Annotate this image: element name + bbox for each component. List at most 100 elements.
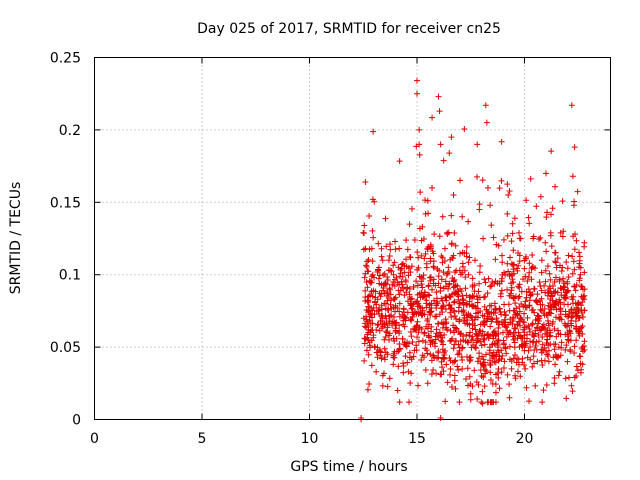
data-point <box>390 335 397 342</box>
data-point <box>523 294 530 301</box>
data-point <box>406 349 413 356</box>
data-point <box>444 326 451 333</box>
data-point <box>522 365 529 372</box>
data-point <box>383 329 390 336</box>
data-point <box>453 338 460 345</box>
data-point <box>562 294 569 301</box>
data-point <box>509 230 516 237</box>
data-point <box>389 281 396 288</box>
data-point <box>507 316 514 323</box>
data-point <box>479 328 486 335</box>
data-point <box>476 327 483 334</box>
data-point <box>407 379 414 386</box>
data-point <box>403 237 410 244</box>
data-point <box>474 296 481 303</box>
data-point <box>376 347 383 354</box>
y-tick-label: 0.2 <box>59 123 81 139</box>
data-point <box>414 77 420 84</box>
data-point <box>573 363 580 370</box>
data-point <box>552 274 559 281</box>
data-point <box>549 205 556 212</box>
data-point <box>380 285 387 292</box>
data-point <box>526 326 533 333</box>
data-point <box>386 330 393 337</box>
data-point <box>540 387 547 394</box>
data-point <box>495 374 502 381</box>
data-point <box>433 313 440 320</box>
data-point <box>422 339 429 346</box>
data-point <box>450 307 457 314</box>
data-point <box>549 297 556 304</box>
data-point <box>413 278 420 285</box>
data-point <box>484 290 491 297</box>
data-point <box>564 323 571 330</box>
data-point <box>527 338 534 345</box>
data-point <box>498 319 505 326</box>
data-point <box>372 294 379 301</box>
data-point <box>504 181 511 188</box>
data-point <box>477 321 484 328</box>
data-point <box>430 264 437 271</box>
data-point <box>547 341 554 348</box>
data-point <box>381 321 388 328</box>
data-point <box>481 303 488 310</box>
data-point <box>399 281 406 288</box>
data-point <box>452 242 459 249</box>
data-point <box>425 291 432 298</box>
data-point <box>510 279 517 286</box>
data-point <box>418 278 425 285</box>
data-point <box>498 369 505 376</box>
data-point <box>521 344 528 351</box>
data-point <box>490 234 497 241</box>
data-point <box>486 302 493 309</box>
data-point <box>396 399 403 406</box>
data-point <box>478 373 485 380</box>
x-axis-label: GPS time / hours <box>290 459 407 475</box>
data-point <box>466 373 473 380</box>
data-point <box>396 328 403 335</box>
data-point <box>490 335 497 342</box>
data-point <box>451 298 458 305</box>
data-point <box>494 337 501 344</box>
data-point <box>460 296 467 303</box>
data-point <box>403 256 410 263</box>
data-point <box>497 293 504 300</box>
data-point <box>512 300 519 307</box>
data-point <box>442 306 449 313</box>
data-point <box>558 267 565 274</box>
data-point <box>366 213 373 220</box>
data-point <box>555 372 562 379</box>
data-point <box>515 356 522 363</box>
data-point <box>511 339 518 346</box>
data-point <box>426 301 433 308</box>
data-point <box>541 305 548 312</box>
data-point <box>548 211 555 218</box>
data-point <box>416 151 423 158</box>
data-point <box>569 270 576 277</box>
data-point <box>447 365 454 372</box>
data-point <box>442 316 449 323</box>
data-point <box>480 336 487 343</box>
data-point <box>481 276 488 283</box>
data-point <box>377 293 384 300</box>
data-point <box>465 218 472 225</box>
data-point <box>450 192 457 199</box>
data-point <box>562 322 569 329</box>
data-point <box>574 367 581 374</box>
data-point <box>472 303 479 310</box>
data-point <box>489 341 496 348</box>
data-point <box>400 305 407 312</box>
data-point <box>438 276 445 283</box>
data-point <box>510 355 517 362</box>
data-point <box>554 327 561 334</box>
data-point <box>448 134 455 141</box>
data-point <box>453 316 460 323</box>
data-point <box>398 261 405 268</box>
data-point <box>457 286 463 293</box>
data-point <box>414 334 421 341</box>
data-point <box>437 141 444 148</box>
data-point <box>551 278 558 285</box>
data-point <box>415 382 422 389</box>
data-point <box>572 287 579 294</box>
data-point <box>390 262 397 269</box>
